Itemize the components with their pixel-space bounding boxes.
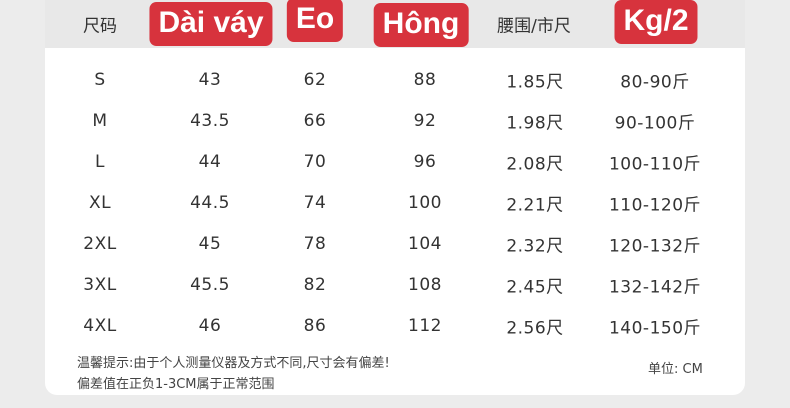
table-cell: 108 [408, 275, 442, 295]
header-cell: 腰围/市尺 [497, 16, 571, 37]
table-cell: 1.85尺 [506, 72, 564, 93]
table-cell: 100 [408, 193, 442, 213]
table-cell: 44 [198, 152, 222, 172]
table-cell: M [92, 111, 108, 131]
table-cell: 45 [198, 234, 222, 254]
table-cell: 46 [198, 316, 222, 336]
table-cell: 2.32尺 [506, 236, 564, 257]
table-cell: 86 [303, 316, 327, 336]
table-cell: 92 [413, 111, 437, 131]
table-cell: 110-120斤 [608, 195, 702, 216]
table-cell: 70 [303, 152, 327, 172]
header-cell: 尺码 [83, 16, 117, 37]
table-cell: 3XL [83, 275, 117, 295]
table-cell: 132-142斤 [608, 277, 702, 298]
table-cell: 90-100斤 [614, 113, 696, 134]
table-cell: L [95, 152, 105, 172]
table-cell: 96 [413, 152, 437, 172]
table-cell: 2.56尺 [506, 318, 564, 339]
table-cell: 62 [303, 70, 327, 90]
table-cell: 43 [198, 70, 222, 90]
note: 温馨提示:由于个人测量仪器及方式不同,尺寸会有偏差! [77, 356, 390, 371]
table-cell: 74 [303, 193, 327, 213]
table-cell: 43.5 [190, 111, 230, 131]
header-badge: Dài váy [149, 2, 273, 46]
table-cell: 4XL [83, 316, 117, 336]
table-cell: 45.5 [190, 275, 230, 295]
table-cell: 82 [303, 275, 327, 295]
table-cell: XL [88, 193, 112, 213]
size-card [45, 0, 745, 395]
table-cell: 80-90斤 [620, 72, 690, 93]
note: 偏差值在正负1-3CM属于正常范围 [77, 377, 275, 392]
table-cell: 120-132斤 [608, 236, 702, 257]
header-badge: Eo [286, 0, 344, 42]
header-badge: Hông [373, 3, 469, 47]
table-cell: 1.98尺 [506, 113, 564, 134]
table-cell: 78 [303, 234, 327, 254]
table-cell: 2.45尺 [506, 277, 564, 298]
table-cell: 2.21尺 [506, 195, 564, 216]
unit: 单位: CM [648, 362, 703, 377]
table-cell: S [94, 70, 106, 90]
table-cell: 66 [303, 111, 327, 131]
table-cell: 88 [413, 70, 437, 90]
table-cell: 2XL [83, 234, 117, 254]
table-cell: 112 [408, 316, 442, 336]
table-cell: 104 [408, 234, 442, 254]
header-badge: Kg/2 [614, 0, 698, 44]
table-cell: 100-110斤 [608, 154, 702, 175]
table-cell: 2.08尺 [506, 154, 564, 175]
table-cell: 140-150斤 [608, 318, 702, 339]
table-cell: 44.5 [190, 193, 230, 213]
